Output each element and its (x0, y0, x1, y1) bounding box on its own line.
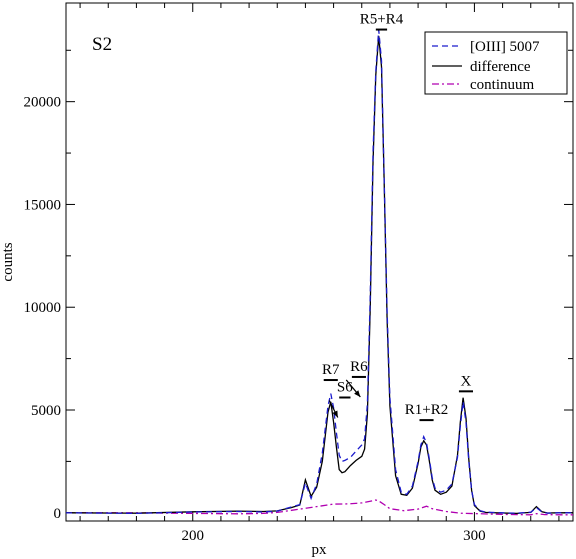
annotation-r7: R7 (322, 362, 340, 378)
axis-ticks: 200 300 0 5000 10000 15000 20000 (24, 3, 573, 544)
legend: [OIII] 5007 difference continuum (424, 31, 568, 95)
annotation-arrowhead-s6 (332, 410, 338, 418)
y-tick-label: 15000 (24, 197, 62, 213)
annotation-r5-r4: R5+R4 (360, 12, 404, 28)
panel-label: S2 (92, 34, 112, 55)
series-line-continuum (66, 499, 573, 516)
x-axis-label: px (312, 542, 328, 558)
y-tick-label: 20000 (24, 95, 62, 111)
series-lines (65, 29, 573, 516)
y-axis-label: counts (0, 242, 16, 281)
annotation-arrowhead-r6 (354, 390, 361, 397)
annotation-x: X (461, 373, 472, 389)
annotation-s6: S6 (337, 380, 353, 396)
series-line-oiii-5007 (65, 29, 573, 515)
y-tick-label: 5000 (31, 403, 61, 419)
x-tick-label: 300 (463, 528, 486, 544)
annotation-r6: R6 (350, 359, 368, 375)
y-tick-label: 10000 (24, 300, 62, 316)
annotation-r1-r2: R1+R2 (405, 402, 448, 418)
annotations: R5+R4 R7 R6 S6 R1+R2 X (322, 12, 474, 422)
x-tick-label: 200 (182, 528, 205, 544)
legend-label-oiii: [OIII] 5007 (470, 39, 540, 55)
legend-label-difference: difference (470, 59, 531, 75)
y-tick-label: 0 (54, 506, 62, 522)
legend-label-continuum: continuum (470, 77, 534, 93)
